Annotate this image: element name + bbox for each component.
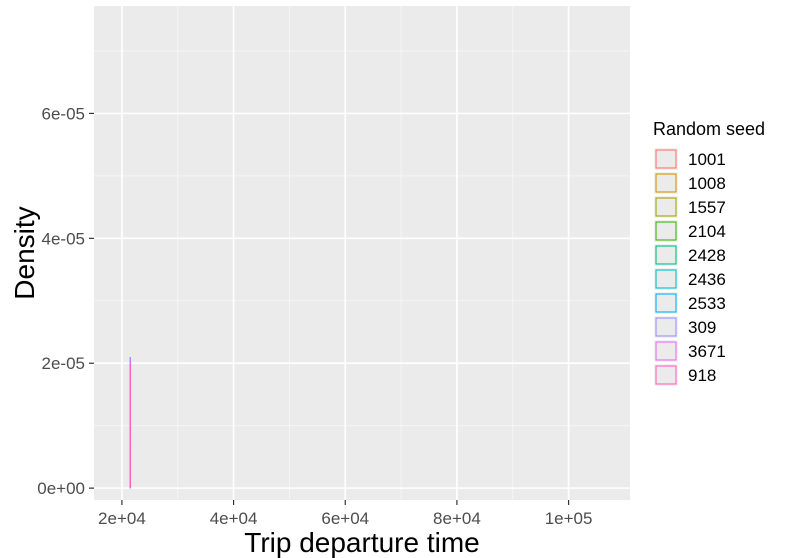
legend-label-918: 918 — [688, 366, 716, 385]
y-tick-label: 6e-05 — [42, 104, 85, 123]
legend-label-2428: 2428 — [688, 246, 726, 265]
legend-swatch-918 — [655, 365, 677, 385]
y-axis-title: Density — [9, 206, 40, 299]
x-tick-label: 2e+04 — [98, 509, 146, 528]
legend-swatch-2428 — [655, 245, 677, 265]
legend-swatch-2104 — [655, 221, 677, 241]
x-axis-ticks: 2e+04 4e+04 6e+04 8e+04 1e+05 — [98, 500, 592, 528]
legend-label-2104: 2104 — [688, 222, 726, 241]
legend-swatch-1008 — [655, 173, 677, 193]
y-tick-label: 2e-05 — [42, 354, 85, 373]
legend-swatch-2436 — [655, 269, 677, 289]
major-grid — [94, 6, 630, 500]
legend-label-2533: 2533 — [688, 294, 726, 313]
y-tick-label: 0e+00 — [37, 479, 85, 498]
y-axis-ticks: 0e+00 2e-05 4e-05 6e-05 — [37, 104, 94, 498]
x-axis-title: Trip departure time — [244, 527, 480, 558]
legend-swatch-2533 — [655, 293, 677, 313]
legend-label-1001: 1001 — [688, 150, 726, 169]
x-tick-label: 6e+04 — [321, 509, 369, 528]
x-tick-label: 4e+04 — [210, 509, 258, 528]
plot-panel — [94, 6, 630, 500]
x-tick-label: 8e+04 — [433, 509, 481, 528]
legend-label-309: 309 — [688, 318, 716, 337]
minor-grid — [94, 6, 630, 500]
legend-label-1557: 1557 — [688, 198, 726, 217]
legend-swatch-309 — [655, 317, 677, 337]
legend-title: Random seed — [653, 119, 765, 139]
legend-label-2436: 2436 — [688, 270, 726, 289]
legend-swatch-3671 — [655, 341, 677, 361]
legend-items: 1001 1008 1557 2104 2428 2436 2533 309 3671 918 — [654, 148, 726, 386]
legend-label-1008: 1008 — [688, 174, 726, 193]
x-tick-label: 1e+05 — [545, 509, 593, 528]
legend-swatch-1557 — [655, 197, 677, 217]
legend-label-3671: 3671 — [688, 342, 726, 361]
legend: Random seed 1001 1008 1557 2104 2428 2436 2533… — [653, 119, 765, 386]
y-tick-label: 4e-05 — [42, 229, 85, 248]
legend-swatch-1001 — [655, 149, 677, 169]
